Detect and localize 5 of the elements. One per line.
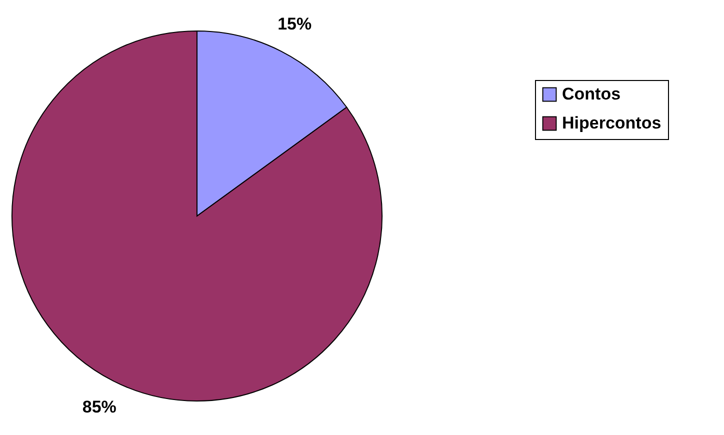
legend-label: Contos	[562, 84, 621, 104]
legend-label: Hipercontos	[562, 114, 662, 132]
data-label: 85%	[82, 398, 116, 417]
pie-slice	[12, 30, 382, 402]
data-label: 15%	[278, 14, 312, 34]
